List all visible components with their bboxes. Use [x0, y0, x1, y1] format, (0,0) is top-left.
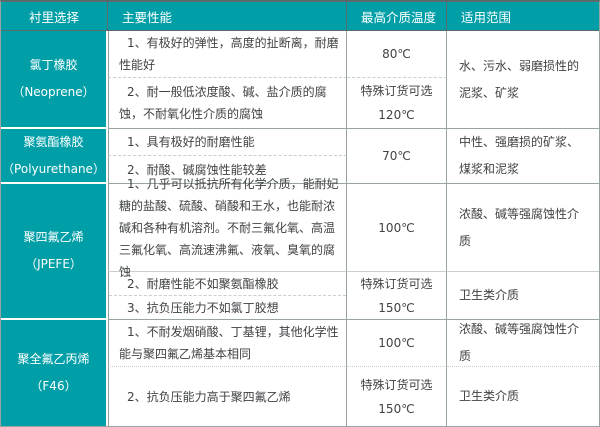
perf-item: 2、抗负压能力高于聚四氟乙烯 — [127, 389, 291, 404]
material-cell-f46: 聚全氟乙丙烯 （F46） — [1, 320, 108, 426]
perf-item: 2、耐一般低浓度酸、碱、盐介质的腐蚀，不耐氧化性介质的腐蚀 — [119, 85, 327, 121]
perf-cell: 1、具有极好的耐磨性能 — [108, 129, 347, 156]
material-name-en: （F46） — [30, 379, 77, 393]
temp-value: 80℃ — [382, 47, 411, 61]
temp-note: 特殊订货可选 — [360, 84, 433, 98]
material-name: 氯丁橡胶 — [29, 58, 78, 72]
perf-item: 1、具有极好的耐磨性能 — [127, 135, 255, 149]
temp-value: 100℃ — [378, 220, 415, 235]
range-text: 浓酸、碱等强腐蚀性介质 — [459, 322, 580, 363]
material-cell-polyurethane: 聚氨酯橡胶 （Polyurethane） — [1, 129, 108, 184]
perf-cell: 1、有极好的弹性，高度的扯断离，耐磨性能好 — [108, 31, 347, 78]
range-cell: 浓酸、碱等强腐蚀性介质 — [447, 320, 599, 367]
perf-cell: 1、几乎可以抵抗所有化学介质，能耐妃糖的盐酸、硫酸、硝酸和王水，也能耐浓碱和各种… — [108, 177, 347, 279]
perf-item: 1、不耐发烟硝酸、丁基锂，其他化学性能与聚四氟乙烯基本相同 — [119, 325, 339, 361]
temp-cell: 特殊订货可选 150℃ — [347, 367, 447, 426]
perf-item: 1、几乎可以抵抗所有化学介质，能耐妃糖的盐酸、硫酸、硝酸和王水，也能耐浓碱和各种… — [119, 176, 339, 279]
temp-note: 特殊订货可选 — [360, 276, 433, 291]
perf-cell: 2、耐酸、碱腐蚀性能较差 — [108, 156, 347, 184]
perf-cell: 2、耐磨性能不如聚氨酯橡胶 3、抗负压能力不如氯丁胶想 — [108, 272, 347, 320]
temp-value: 150℃ — [378, 401, 415, 416]
range-cell: 卫生类介质 — [447, 272, 599, 320]
perf-item: 2、耐酸、碱腐蚀性能较差 — [127, 162, 267, 177]
material-name-en: （Neoprene） — [12, 85, 95, 99]
range-text: 卫生类介质 — [459, 288, 520, 302]
range-cell: 水、污水、弱磨损性的泥浆、矿浆 — [447, 31, 599, 129]
col-header-performance: 主要性能 — [108, 2, 347, 31]
col-header-range: 适用范围 — [447, 2, 599, 31]
material-name-en: （Polyurethane） — [2, 161, 105, 176]
perf-item: 2、耐磨性能不如聚氨酯橡胶 — [127, 276, 279, 291]
range-text: 中性、强磨损的矿浆、煤浆和泥浆 — [459, 135, 580, 176]
range-text: 浓酸、碱等强腐蚀性介质 — [459, 206, 580, 248]
perf-cell: 1、不耐发烟硝酸、丁基锂，其他化学性能与聚四氟乙烯基本相同 — [108, 320, 347, 367]
temp-value: 150℃ — [378, 300, 415, 315]
range-cell: 浓酸、碱等强腐蚀性介质 — [447, 184, 599, 272]
material-cell-neoprene: 氯丁橡胶 （Neoprene） — [1, 31, 108, 129]
perf-item: 1、有极好的弹性，高度的扯断离，耐磨性能好 — [119, 36, 339, 72]
perf-cell: 2、耐一般低浓度酸、碱、盐介质的腐蚀，不耐氧化性介质的腐蚀 — [108, 78, 347, 129]
material-name: 聚四氟乙烯 — [23, 230, 84, 244]
temp-note: 特殊订货可选 — [360, 377, 433, 392]
range-text: 水、污水、弱磨损性的泥浆、矿浆 — [459, 58, 580, 100]
material-name: 聚全氟乙丙烯 — [17, 352, 90, 366]
perf-item: 3、抗负压能力不如氯丁胶想 — [127, 300, 279, 315]
temp-cell: 特殊订货可选 120℃ — [347, 78, 447, 129]
material-name-en: （JPEFE） — [25, 257, 82, 271]
temp-value: 100℃ — [378, 336, 415, 350]
range-cell: 中性、强磨损的矿浆、煤浆和泥浆 — [447, 129, 599, 184]
temp-value: 70℃ — [382, 149, 411, 163]
temp-cell: 100℃ — [347, 320, 447, 367]
temp-cell: 80℃ — [347, 31, 447, 78]
temp-cell: 70℃ — [347, 129, 447, 184]
col-header-max-temp: 最高介质温度 — [347, 2, 447, 31]
material-name: 聚氨酯橡胶 — [23, 134, 84, 149]
col-header-lining: 衬里选择 — [1, 2, 108, 31]
temp-cell: 特殊订货可选 150℃ — [347, 272, 447, 320]
range-cell: 卫生类介质 — [447, 367, 599, 426]
temp-value: 120℃ — [378, 108, 415, 122]
material-cell-ptfe: 聚四氟乙烯 （JPEFE） — [1, 184, 108, 320]
range-text: 卫生类介质 — [459, 389, 520, 403]
perf-cell: 2、抗负压能力高于聚四氟乙烯 — [108, 367, 347, 426]
temp-cell: 100℃ — [347, 184, 447, 272]
